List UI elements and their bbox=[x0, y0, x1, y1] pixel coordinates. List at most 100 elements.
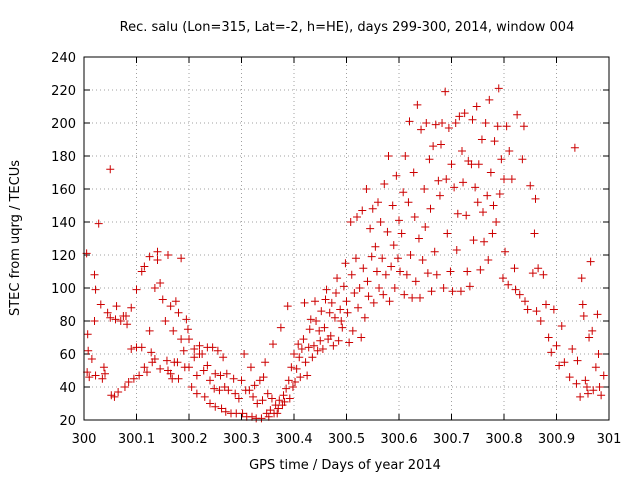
data-point bbox=[456, 287, 465, 296]
data-point bbox=[185, 363, 193, 372]
data-point bbox=[255, 376, 264, 385]
data-point bbox=[498, 274, 507, 283]
data-point bbox=[364, 292, 373, 301]
data-point bbox=[85, 373, 94, 382]
data-point bbox=[122, 312, 130, 321]
data-point bbox=[263, 389, 272, 398]
x-axis-ticks: 300 300.1 300.2 300.3 300.4 300.5 300.6 300.7 30… bbox=[72, 57, 622, 447]
data-point bbox=[320, 323, 329, 332]
data-point bbox=[469, 236, 478, 245]
data-point bbox=[380, 180, 389, 189]
data-point bbox=[422, 119, 431, 127]
data-point bbox=[261, 358, 270, 367]
data-point bbox=[183, 325, 192, 334]
data-point bbox=[353, 213, 361, 222]
data-point bbox=[297, 345, 306, 354]
data-point bbox=[306, 315, 315, 324]
data-point bbox=[295, 353, 304, 362]
data-point bbox=[447, 160, 456, 169]
data-point bbox=[371, 242, 380, 251]
grid-lines bbox=[84, 57, 609, 420]
data-point bbox=[309, 341, 318, 350]
data-point bbox=[593, 310, 602, 319]
data-point bbox=[308, 353, 317, 362]
data-point bbox=[505, 147, 514, 156]
data-point bbox=[327, 298, 336, 307]
data-point bbox=[120, 383, 129, 391]
data-point bbox=[486, 168, 495, 177]
data-point bbox=[84, 346, 93, 355]
data-point bbox=[458, 147, 466, 156]
data-point bbox=[187, 383, 196, 391]
data-point bbox=[177, 254, 186, 263]
data-point bbox=[216, 371, 225, 380]
data-point bbox=[274, 404, 283, 413]
data-point bbox=[585, 333, 594, 342]
data-point bbox=[599, 371, 608, 380]
data-point bbox=[502, 122, 511, 131]
data-point bbox=[99, 363, 108, 372]
y-tick-label: 180 bbox=[51, 150, 76, 165]
data-point bbox=[135, 371, 144, 380]
data-point bbox=[438, 119, 447, 127]
data-point bbox=[217, 404, 226, 413]
data-point bbox=[362, 185, 371, 193]
data-point bbox=[396, 267, 405, 276]
y-tick-label: 60 bbox=[59, 348, 76, 363]
data-point bbox=[510, 264, 519, 273]
data-point bbox=[329, 341, 338, 350]
data-point bbox=[96, 300, 105, 309]
x-tick-label: 301 bbox=[597, 432, 622, 447]
data-point bbox=[442, 175, 451, 184]
data-point bbox=[432, 270, 441, 279]
data-point bbox=[462, 211, 471, 220]
data-point bbox=[124, 378, 133, 387]
x-tick-label: 300.6 bbox=[380, 432, 417, 447]
data-point bbox=[200, 392, 209, 401]
x-tick-label: 300.4 bbox=[275, 432, 312, 447]
y-axis-ticks: 20 40 60 80 100 120 140 160 180 200 220 240 bbox=[51, 51, 609, 429]
data-point bbox=[273, 409, 282, 418]
data-point bbox=[150, 284, 159, 292]
data-point bbox=[369, 298, 378, 307]
data-point bbox=[317, 307, 326, 316]
data-point bbox=[342, 297, 351, 306]
y-axis-label: STEC from uqrg / TECUs bbox=[8, 160, 23, 316]
data-point bbox=[476, 265, 485, 274]
data-point bbox=[591, 363, 600, 372]
data-point bbox=[315, 326, 324, 335]
chart-title: Rec. salu (Lon=315, Lat=-2, h=HE), days … bbox=[120, 20, 575, 35]
data-point bbox=[423, 269, 432, 278]
data-point bbox=[549, 305, 558, 314]
data-point bbox=[515, 290, 524, 299]
data-point bbox=[127, 303, 136, 312]
data-point bbox=[101, 369, 109, 378]
data-point bbox=[158, 295, 167, 304]
x-tick-label: 300.2 bbox=[170, 432, 207, 447]
data-point bbox=[294, 340, 303, 349]
data-point bbox=[245, 386, 254, 395]
data-point bbox=[526, 181, 535, 190]
data-point bbox=[471, 183, 480, 192]
y-tick-label: 200 bbox=[51, 117, 76, 132]
data-point bbox=[372, 267, 381, 276]
data-point bbox=[185, 335, 193, 344]
data-point bbox=[266, 406, 275, 415]
data-point bbox=[321, 295, 330, 304]
data-point bbox=[384, 152, 393, 160]
data-points bbox=[82, 84, 608, 423]
data-point bbox=[231, 389, 240, 398]
data-point bbox=[400, 290, 409, 299]
data-point bbox=[534, 264, 543, 273]
data-point bbox=[199, 366, 208, 375]
data-point bbox=[318, 345, 327, 354]
data-point bbox=[504, 280, 513, 289]
data-point bbox=[409, 168, 418, 177]
y-tick-label: 220 bbox=[51, 84, 76, 99]
data-point bbox=[581, 376, 590, 385]
data-point bbox=[174, 374, 183, 383]
data-point bbox=[345, 338, 354, 347]
data-point bbox=[437, 140, 445, 149]
data-point bbox=[360, 313, 369, 322]
